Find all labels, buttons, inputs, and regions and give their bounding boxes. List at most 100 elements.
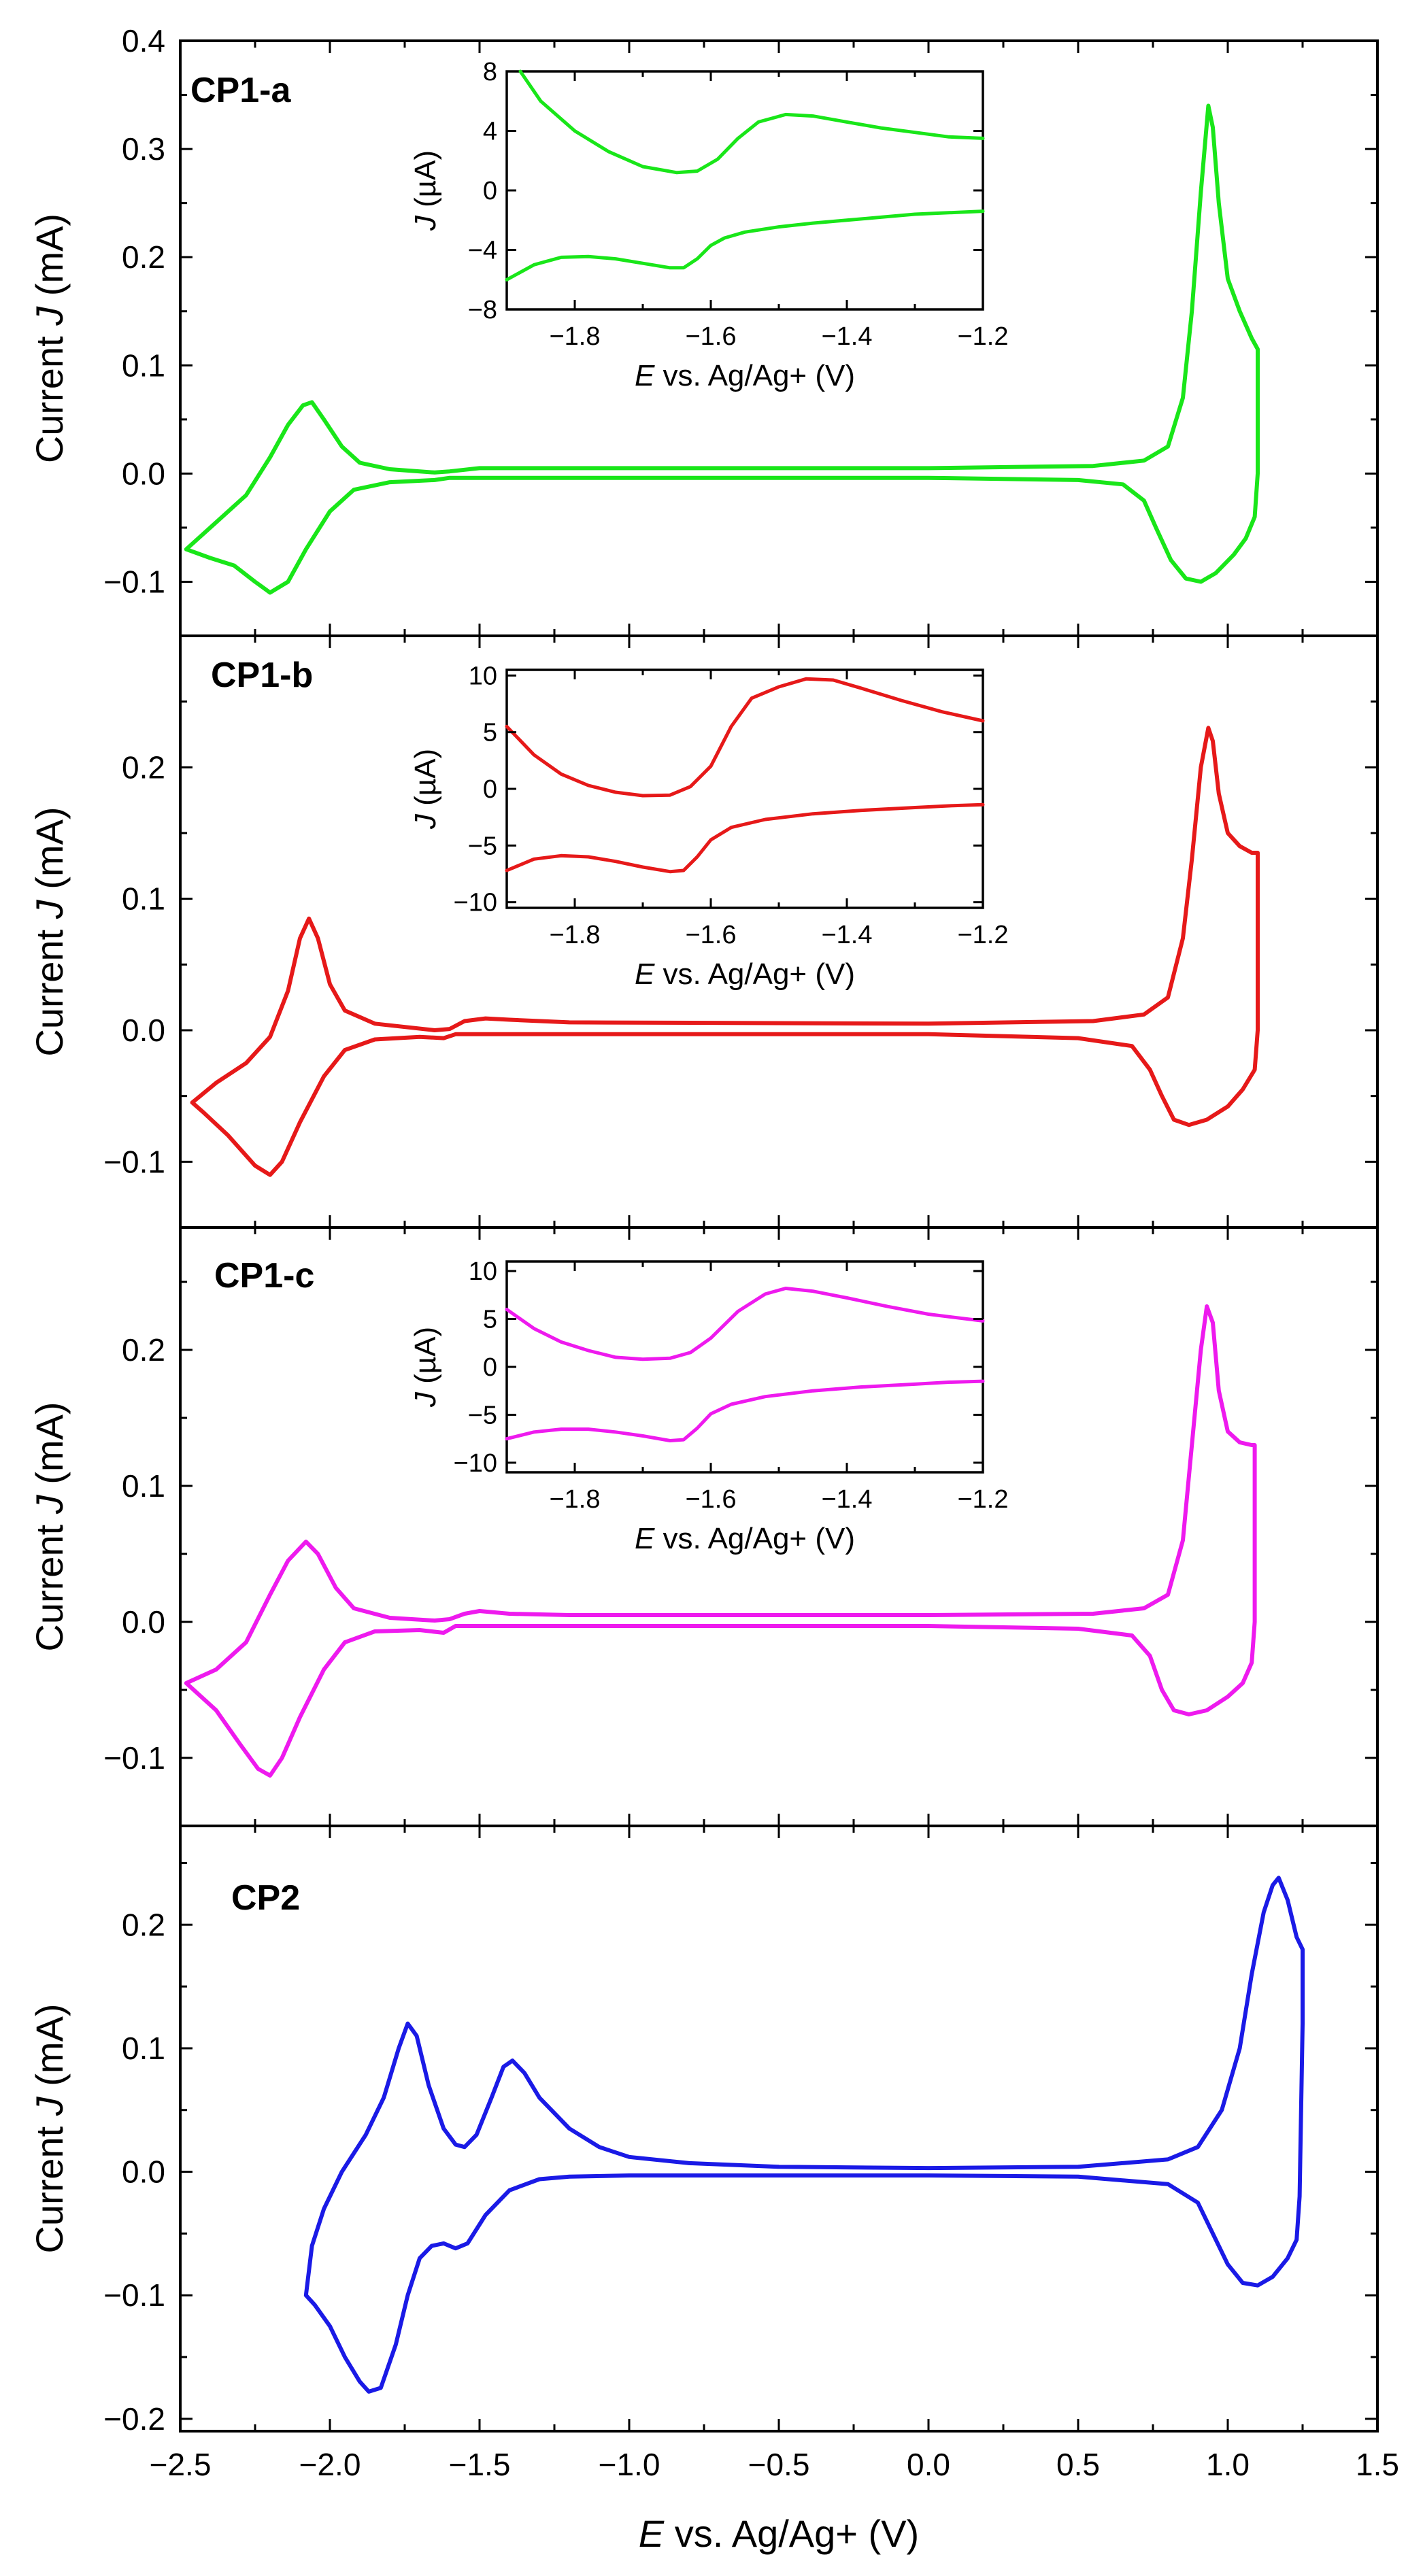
cv-curve-cp2 bbox=[303, 1876, 1305, 2394]
y-tick-label: 0.0 bbox=[122, 1604, 165, 1640]
inset-x-axis-title: E vs. Ag/Ag+ (V) bbox=[635, 359, 855, 392]
y-tick-label: −0.2 bbox=[103, 2401, 165, 2437]
inset-y-axis-title-variable: J bbox=[409, 1391, 442, 1408]
inset-x-tick-label: −1.6 bbox=[685, 322, 736, 351]
y-axis-title-variable: J bbox=[28, 899, 71, 919]
inset-x-tick-label: −1.8 bbox=[549, 921, 600, 949]
inset-y-tick-label: 5 bbox=[483, 1306, 497, 1334]
inset-frame bbox=[505, 70, 984, 311]
panel-label: CP1-a bbox=[190, 71, 291, 110]
inset-y-tick-label: 8 bbox=[483, 58, 497, 86]
y-tick-label: 0.0 bbox=[122, 456, 165, 491]
inset-x-axis-title: E vs. Ag/Ag+ (V) bbox=[635, 1522, 855, 1555]
panel-cp1-b: −0.1 0.0 0.1 0.2 Current J (mA) CP1-b −1.8 −1.6… bbox=[28, 634, 1379, 1229]
inset-y-tick-label: 4 bbox=[483, 118, 497, 146]
inset-x-axis-title-text: vs. Ag/Ag+ (V) bbox=[654, 957, 855, 991]
inset-y-tick-label: −10 bbox=[454, 889, 497, 917]
inset-y-tick-label: 0 bbox=[483, 1353, 497, 1382]
inset-x-tick-label: −1.6 bbox=[685, 1485, 736, 1514]
y-axis-title: Current J (mA) bbox=[28, 2003, 71, 2253]
y-axis-title-unit: (mA) bbox=[28, 1402, 71, 1495]
cv-curve-cp1-b bbox=[190, 726, 1260, 1177]
plot-frame bbox=[179, 1825, 1379, 2433]
inset-x-tick-label: −1.4 bbox=[821, 1485, 872, 1514]
x-axis-title: E vs. Ag/Ag+ (V) bbox=[639, 2512, 919, 2555]
y-axis-title-unit: (mA) bbox=[28, 807, 71, 900]
inset-x-axis-title-variable: E bbox=[635, 957, 655, 991]
inset-x-axis-title-variable: E bbox=[635, 1522, 655, 1555]
inset-curve-reverse bbox=[505, 209, 985, 282]
y-tick-label: 0.4 bbox=[122, 23, 165, 58]
y-axis-title: Current J (mA) bbox=[28, 807, 71, 1056]
inset-y-tick-label: 5 bbox=[483, 719, 497, 747]
x-axis-title-variable: E bbox=[639, 2512, 665, 2555]
inset-x-tick-label: −1.8 bbox=[549, 322, 600, 351]
inset-x-axis-title-text: vs. Ag/Ag+ (V) bbox=[654, 359, 855, 392]
y-tick-label: −0.1 bbox=[103, 1144, 165, 1179]
y-tick-label: 0.1 bbox=[122, 881, 165, 917]
inset-curve-forward bbox=[505, 1287, 985, 1361]
y-tick-label: 0.0 bbox=[122, 1013, 165, 1048]
cv-curve-cp1-c bbox=[184, 1304, 1257, 1778]
inset-y-axis-title: J (µA) bbox=[409, 749, 442, 830]
inset-y-axis-title-unit: (µA) bbox=[409, 749, 442, 814]
inset-y-tick-label: −10 bbox=[454, 1449, 497, 1478]
y-axis-title-text: Current bbox=[28, 2116, 71, 2253]
inset-y-tick-label: −5 bbox=[468, 1401, 497, 1429]
panel-label: CP1-c bbox=[214, 1256, 314, 1295]
inset-curve-reverse bbox=[505, 1379, 985, 1442]
y-axis-title-variable: J bbox=[28, 306, 71, 326]
inset-x-axis-title-variable: E bbox=[635, 359, 655, 392]
x-axis-title-text: vs. Ag/Ag+ (V) bbox=[664, 2512, 919, 2555]
inset-y-tick-label: 0 bbox=[483, 177, 497, 205]
y-tick-label: 0.2 bbox=[122, 239, 165, 275]
x-tick-label: −2.5 bbox=[150, 2447, 212, 2482]
inset-y-axis-title-unit: (µA) bbox=[409, 1327, 442, 1392]
inset-y-tick-label: 0 bbox=[483, 775, 497, 804]
y-axis-title-variable: J bbox=[28, 1494, 71, 1514]
inset-curve-reverse bbox=[505, 802, 985, 874]
inset-curve-forward bbox=[518, 69, 985, 175]
inset-frame bbox=[505, 1260, 984, 1474]
inset-x-tick-label: −1.4 bbox=[821, 322, 872, 351]
inset-x-tick-label: −1.2 bbox=[957, 322, 1008, 351]
y-tick-label: 0.2 bbox=[122, 1907, 165, 1942]
y-axis-title-text: Current bbox=[28, 326, 71, 463]
inset-x-axis-title-text: vs. Ag/Ag+ (V) bbox=[654, 1522, 855, 1555]
y-axis-title-unit: (mA) bbox=[28, 2003, 71, 2097]
panel-label: CP1-b bbox=[211, 656, 313, 695]
y-tick-label: −0.1 bbox=[103, 564, 165, 599]
inset-y-axis-title: J (µA) bbox=[409, 1327, 442, 1408]
inset-cp1-b: −1.8 −1.6 −1.4 −1.2 −10 −5 0 5 10 E vs. Ag/Ag+ (V… bbox=[409, 662, 1009, 991]
inset-curve-forward bbox=[505, 677, 985, 798]
inset-cp1-a: −1.8 −1.6 −1.4 −1.2 −8 −4 0 4 8 E vs. Ag/Ag+ (V) J… bbox=[409, 58, 1009, 392]
inset-y-axis-title-variable: J bbox=[409, 813, 442, 830]
panel-label: CP2 bbox=[231, 1878, 300, 1918]
y-axis-title-unit: (mA) bbox=[28, 214, 71, 307]
x-tick-label: −1.0 bbox=[599, 2447, 660, 2482]
y-tick-label: 0.1 bbox=[122, 1468, 165, 1504]
x-tick-label: −1.5 bbox=[449, 2447, 511, 2482]
inset-y-tick-label: −8 bbox=[468, 296, 497, 324]
inset-y-axis-title: J (µA) bbox=[409, 150, 442, 231]
inset-x-tick-label: −1.2 bbox=[957, 921, 1008, 949]
y-axis-title-variable: J bbox=[28, 2096, 71, 2116]
inset-y-tick-label: −5 bbox=[468, 832, 497, 860]
y-axis-title: Current J (mA) bbox=[28, 214, 71, 463]
x-tick-label: 1.5 bbox=[1356, 2447, 1399, 2482]
x-tick-label: 0.5 bbox=[1056, 2447, 1100, 2482]
x-tick-label: 0.0 bbox=[907, 2447, 950, 2482]
y-tick-label: 0.2 bbox=[122, 1332, 165, 1368]
y-tick-label: 0.0 bbox=[122, 2154, 165, 2190]
y-axis-title-text: Current bbox=[28, 919, 71, 1056]
inset-x-tick-label: −1.8 bbox=[549, 1485, 600, 1514]
y-tick-label: −0.1 bbox=[103, 1740, 165, 1776]
y-axis-title-text: Current bbox=[28, 1514, 71, 1651]
inset-x-axis-title: E vs. Ag/Ag+ (V) bbox=[635, 957, 855, 991]
panel-cp1-c: −0.1 0.0 0.1 0.2 Current J (mA) CP1-c −1.8 −1.6… bbox=[28, 1226, 1379, 1827]
y-tick-label: −0.1 bbox=[103, 2277, 165, 2313]
x-tick-label: −2.0 bbox=[299, 2447, 361, 2482]
inset-x-tick-label: −1.2 bbox=[957, 1485, 1008, 1514]
y-tick-label: 0.1 bbox=[122, 348, 165, 383]
